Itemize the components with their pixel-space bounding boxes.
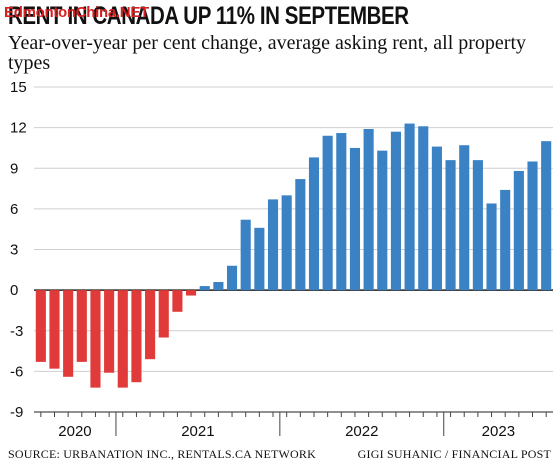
bar: [308, 157, 320, 291]
bar: [377, 150, 388, 291]
bar: [254, 227, 265, 291]
bar: [90, 290, 101, 388]
watermark: EdmontonChina.NET: [4, 4, 149, 21]
bar: [541, 141, 552, 291]
x-year-label: 2021: [181, 423, 214, 440]
source-note: SOURCE: URBANATION INC., RENTALS.CA NETW…: [8, 447, 316, 461]
y-tick-label: 12: [10, 120, 27, 137]
bar: [158, 290, 169, 338]
chart-title: RENT IN CANADA UP 11% IN SEPTEMBER: [8, 2, 409, 30]
y-tick-label: -9: [10, 404, 23, 421]
bar: [145, 290, 156, 360]
bar: [63, 290, 74, 377]
bar: [76, 290, 87, 362]
bar: [186, 290, 197, 296]
bar: [104, 290, 115, 373]
bar: [267, 199, 279, 291]
bar: [431, 146, 442, 291]
bar: [295, 179, 306, 291]
bar: [281, 195, 292, 291]
bar: [322, 135, 333, 291]
bar: [213, 282, 224, 291]
bar: [199, 286, 210, 291]
y-tick-label: 6: [10, 201, 18, 218]
bar: [513, 170, 524, 291]
bar: [336, 133, 347, 291]
bar: [349, 147, 361, 291]
x-year-label: 2022: [345, 423, 378, 440]
chart-subtitle: Year-over-year per cent change, average …: [8, 32, 527, 74]
bar: [500, 189, 511, 291]
y-tick-label: 15: [10, 79, 27, 96]
bar: [117, 290, 128, 388]
x-year-label: 2023: [482, 423, 515, 440]
bar: [240, 219, 251, 291]
y-tick-label: 9: [10, 160, 18, 177]
credit-note: GIGI SUHANIC / FINANCIAL POST: [357, 447, 551, 461]
bar: [172, 290, 183, 312]
bar: [486, 203, 497, 291]
bar: [445, 160, 456, 291]
bar: [404, 123, 415, 291]
bar: [35, 290, 46, 362]
bar: [459, 145, 470, 291]
y-tick-label: 3: [10, 242, 18, 259]
y-tick-label: 0: [10, 282, 18, 299]
y-tick-label: -3: [10, 323, 23, 340]
x-year-label: 2020: [58, 423, 91, 440]
bar: [472, 160, 483, 291]
bar: [390, 131, 401, 291]
bar: [131, 290, 142, 383]
bar: [226, 265, 238, 291]
bar: [527, 161, 538, 291]
bar: [363, 128, 374, 291]
bar: [418, 126, 429, 291]
bar: [49, 290, 60, 369]
y-tick-label: -6: [10, 363, 23, 380]
